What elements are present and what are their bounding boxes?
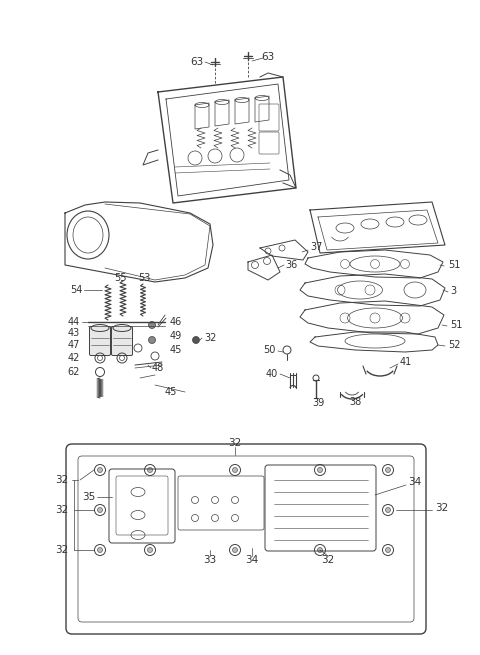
Circle shape: [385, 508, 391, 512]
Circle shape: [232, 548, 238, 553]
Ellipse shape: [91, 324, 109, 331]
Text: 51: 51: [450, 320, 462, 330]
Circle shape: [317, 468, 323, 472]
Text: 37: 37: [310, 242, 323, 252]
Text: 52: 52: [448, 340, 460, 350]
Circle shape: [192, 337, 200, 343]
Text: 32: 32: [55, 505, 69, 515]
Text: 32: 32: [228, 438, 241, 448]
Text: 40: 40: [266, 369, 278, 379]
Circle shape: [385, 548, 391, 553]
FancyBboxPatch shape: [111, 326, 132, 356]
Text: 54: 54: [71, 285, 83, 295]
Text: 51: 51: [448, 260, 460, 270]
Circle shape: [97, 508, 103, 512]
Text: 50: 50: [264, 345, 276, 355]
Ellipse shape: [113, 324, 131, 331]
Text: 41: 41: [400, 357, 412, 367]
Text: 42: 42: [68, 353, 80, 363]
Text: 36: 36: [285, 260, 297, 270]
Circle shape: [317, 548, 323, 553]
Text: 53: 53: [138, 273, 150, 283]
Circle shape: [385, 468, 391, 472]
Text: 34: 34: [245, 555, 259, 565]
Text: 47: 47: [68, 340, 80, 350]
Text: 32: 32: [55, 545, 69, 555]
Circle shape: [147, 548, 153, 553]
Text: 32: 32: [55, 475, 69, 485]
Text: 62: 62: [68, 367, 80, 377]
FancyBboxPatch shape: [89, 326, 110, 356]
Circle shape: [148, 322, 156, 329]
Text: 45: 45: [170, 345, 182, 355]
Circle shape: [148, 337, 156, 343]
Text: 43: 43: [68, 328, 80, 338]
Text: 46: 46: [170, 317, 182, 327]
Text: 44: 44: [68, 317, 80, 327]
Circle shape: [97, 468, 103, 472]
Text: 33: 33: [204, 555, 216, 565]
Text: 32: 32: [204, 333, 216, 343]
Text: 63: 63: [191, 57, 204, 67]
Text: 32: 32: [322, 555, 335, 565]
Text: 55: 55: [114, 273, 126, 283]
Circle shape: [97, 548, 103, 553]
Text: 48: 48: [152, 363, 164, 373]
Text: 38: 38: [349, 397, 361, 407]
Circle shape: [232, 468, 238, 472]
Text: 34: 34: [408, 477, 421, 487]
Text: 3: 3: [450, 286, 456, 296]
Text: 49: 49: [170, 331, 182, 341]
Text: 39: 39: [312, 398, 324, 408]
Text: 32: 32: [435, 503, 448, 513]
Text: 63: 63: [262, 52, 275, 62]
Text: 45: 45: [165, 387, 178, 397]
Circle shape: [147, 468, 153, 472]
Text: 35: 35: [82, 492, 95, 502]
